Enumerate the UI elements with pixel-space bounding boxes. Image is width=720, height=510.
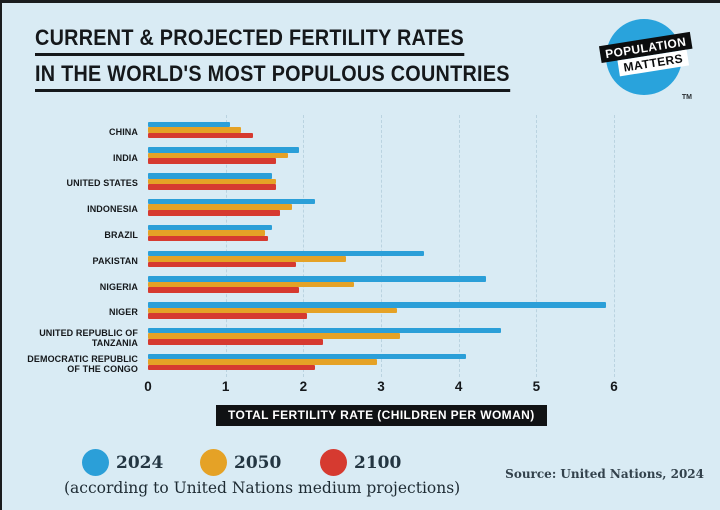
bar-democratic-republic-of-the-congo-2100 xyxy=(148,364,315,371)
legend-item-2050: 2050 xyxy=(200,449,281,476)
x-tick-label-5: 5 xyxy=(532,379,541,394)
x-tick-label-2: 2 xyxy=(299,379,308,394)
bar-nigeria-2100 xyxy=(148,287,300,294)
chart-legend: 2024 2050 2100 xyxy=(2,449,720,477)
country-label-united-republic-of-tanzania: UNITED REPUBLIC OF TANZANIA xyxy=(39,327,138,349)
bar-pakistan-2100 xyxy=(148,261,296,268)
country-label-niger: NIGER xyxy=(108,307,138,318)
bar-brazil-2024 xyxy=(148,224,273,231)
bar-nigeria-2050 xyxy=(148,281,354,288)
bar-united-states-2050 xyxy=(148,178,277,185)
bar-democratic-republic-of-the-congo-2050 xyxy=(148,359,378,365)
country-label-india: INDIA xyxy=(113,152,138,163)
bar-brazil-2050 xyxy=(148,230,265,236)
gridline-2 xyxy=(303,115,305,377)
bar-united-states-2024 xyxy=(148,173,273,179)
legend-swatch-2024-icon xyxy=(82,449,109,476)
x-tick-label-1: 1 xyxy=(221,379,230,394)
legend-swatch-2050-icon xyxy=(200,449,227,476)
legend-item-2100: 2100 xyxy=(320,449,401,476)
bar-indonesia-2100 xyxy=(148,210,281,216)
bar-group-united-states xyxy=(148,173,614,190)
trademark-label: TM xyxy=(681,94,692,101)
bar-group-niger xyxy=(148,302,614,319)
source-credit: Source: United Nations, 2024 xyxy=(505,467,704,481)
bar-india-2100 xyxy=(148,158,277,165)
bar-united-states-2100 xyxy=(148,184,277,190)
page-title: CURRENT & PROJECTED FERTILITY RATES IN T… xyxy=(35,25,510,97)
gridline-3 xyxy=(381,115,382,377)
bar-nigeria-2024 xyxy=(148,276,486,282)
bar-niger-2050 xyxy=(148,307,397,314)
country-label-pakistan: PAKISTAN xyxy=(92,255,138,266)
bar-group-india xyxy=(148,147,614,165)
bar-pakistan-2024 xyxy=(148,250,424,257)
bar-pakistan-2050 xyxy=(148,256,347,262)
country-label-china: CHINA xyxy=(109,126,138,137)
x-tick-label-6: 6 xyxy=(610,379,618,394)
gridline-4 xyxy=(458,115,460,377)
title-line-2: IN THE WORLD'S MOST POPULOUS COUNTRIES xyxy=(35,61,510,92)
bar-india-2050 xyxy=(148,152,288,159)
legend-swatch-2100-icon xyxy=(320,449,347,476)
x-tick-label-0: 0 xyxy=(144,379,152,394)
gridline-1 xyxy=(225,115,227,377)
title-line-1: CURRENT & PROJECTED FERTILITY RATES xyxy=(35,25,464,56)
legend-label-2024: 2024 xyxy=(116,452,164,473)
legend-note: (according to United Nations medium proj… xyxy=(64,479,461,497)
bar-brazil-2100 xyxy=(148,235,269,242)
bar-indonesia-2050 xyxy=(148,204,292,211)
bar-china-2050 xyxy=(148,127,242,133)
bar-china-2024 xyxy=(148,121,230,128)
country-label-brazil: BRAZIL xyxy=(104,229,138,240)
bar-group-pakistan xyxy=(148,250,614,268)
bar-group-indonesia xyxy=(148,198,614,216)
bar-united-republic-of-tanzania-2050 xyxy=(148,333,401,340)
country-label-united-states: UNITED STATES xyxy=(66,178,138,189)
bar-democratic-republic-of-the-congo-2024 xyxy=(148,353,467,360)
x-axis-title: TOTAL FERTILITY RATE (CHILDREN PER WOMAN… xyxy=(216,405,547,426)
x-axis-ticks: 0 1 2 3 4 5 6 xyxy=(144,379,618,395)
plot-area xyxy=(148,115,615,377)
bar-united-republic-of-tanzania-2024 xyxy=(148,327,502,334)
bar-group-democratic-republic-of-the-congo xyxy=(148,353,614,371)
x-tick-label-4: 4 xyxy=(454,379,463,394)
bar-india-2024 xyxy=(148,147,300,153)
bar-group-nigeria xyxy=(148,276,614,294)
gridline-5 xyxy=(536,115,538,377)
country-label-nigeria: NIGERIA xyxy=(99,281,138,292)
bar-group-china xyxy=(148,121,614,139)
country-label-democratic-republic-of-the-congo: DEMOCRATIC REPUBLIC OF THE CONGO xyxy=(27,353,138,375)
y-axis-country-labels: CHINA INDIA UNITED STATES INDONESIA BRAZIL PA… xyxy=(24,117,143,375)
bar-niger-2024 xyxy=(148,302,607,308)
bar-indonesia-2024 xyxy=(148,198,315,205)
bar-group-brazil xyxy=(148,224,614,242)
legend-label-2100: 2100 xyxy=(354,452,402,473)
bar-china-2100 xyxy=(148,132,253,139)
population-matters-logo: POPULATION MATTERS TM xyxy=(598,15,693,103)
bar-group-united-republic-of-tanzania xyxy=(148,327,614,345)
gridline-6 xyxy=(614,115,615,377)
bar-united-republic-of-tanzania-2100 xyxy=(148,339,323,345)
legend-label-2050: 2050 xyxy=(234,452,282,473)
x-tick-label-3: 3 xyxy=(377,379,385,394)
bar-niger-2100 xyxy=(148,313,308,319)
legend-item-2024: 2024 xyxy=(82,449,163,476)
country-label-indonesia: INDONESIA xyxy=(87,204,138,215)
